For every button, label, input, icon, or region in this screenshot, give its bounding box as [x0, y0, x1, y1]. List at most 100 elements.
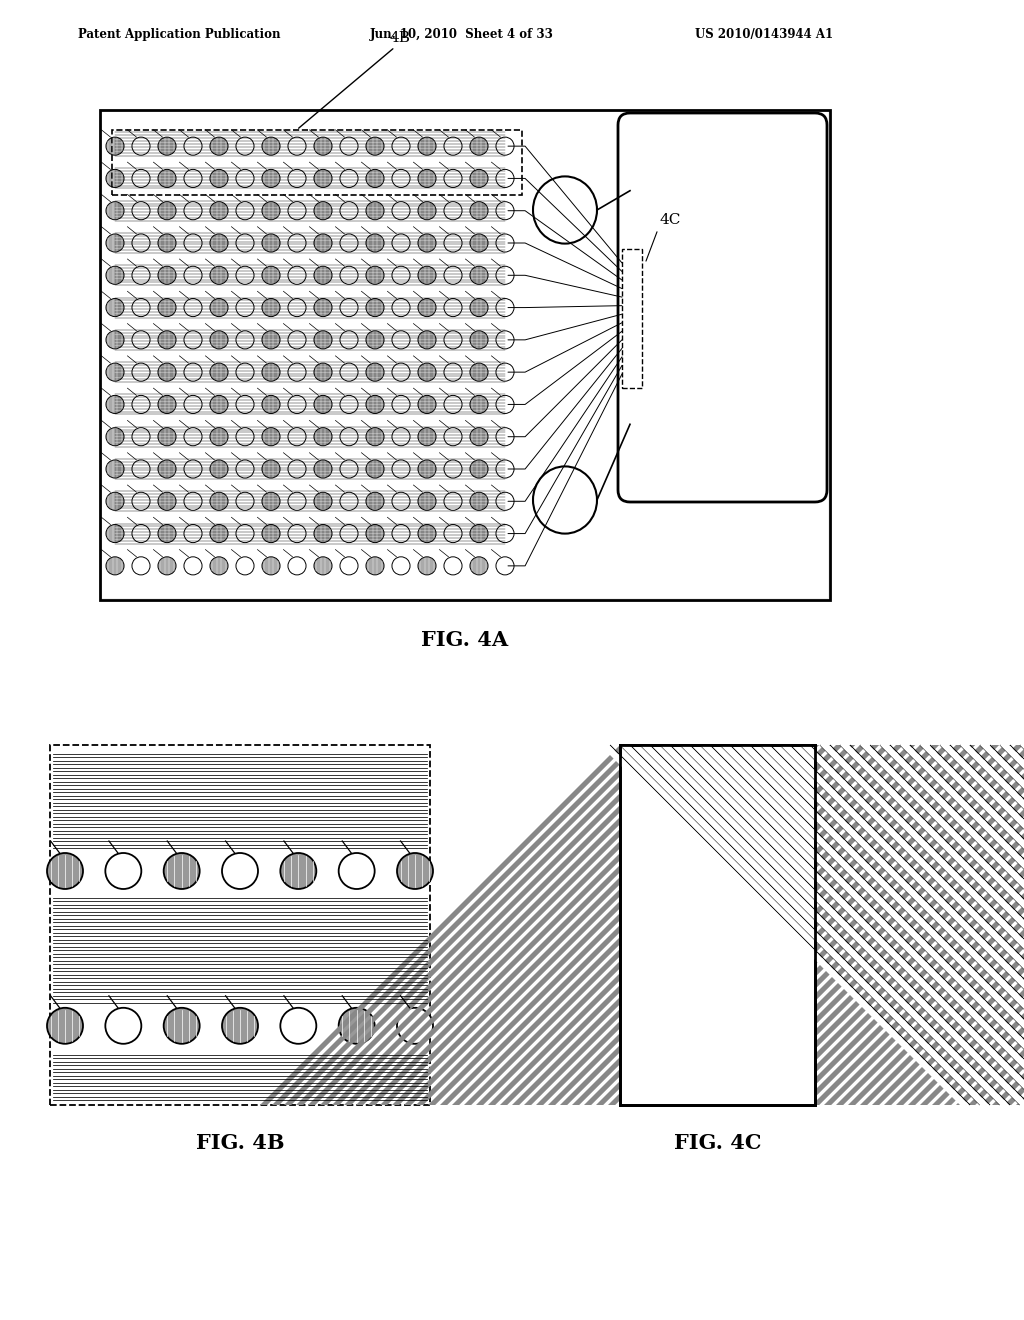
Polygon shape — [700, 744, 1024, 1105]
Circle shape — [47, 853, 83, 888]
Circle shape — [496, 267, 514, 284]
Polygon shape — [620, 744, 989, 1105]
Polygon shape — [800, 744, 1024, 1105]
Polygon shape — [416, 744, 783, 1105]
Circle shape — [496, 234, 514, 252]
Circle shape — [132, 137, 151, 156]
Polygon shape — [319, 744, 687, 1105]
Circle shape — [366, 298, 384, 317]
Polygon shape — [500, 744, 867, 1105]
Circle shape — [392, 298, 410, 317]
Circle shape — [496, 557, 514, 576]
Circle shape — [392, 331, 410, 348]
Circle shape — [418, 169, 436, 187]
Circle shape — [418, 267, 436, 284]
Polygon shape — [380, 744, 748, 1105]
Polygon shape — [536, 744, 903, 1105]
Polygon shape — [668, 744, 1024, 1105]
Circle shape — [418, 557, 436, 576]
Circle shape — [496, 524, 514, 543]
Polygon shape — [980, 744, 1024, 1105]
Circle shape — [236, 363, 254, 381]
Circle shape — [262, 363, 280, 381]
Circle shape — [392, 169, 410, 187]
Bar — [50, 744, 430, 1105]
Bar — [100, 110, 830, 601]
Circle shape — [444, 557, 462, 576]
Circle shape — [288, 169, 306, 187]
Polygon shape — [296, 744, 664, 1105]
Polygon shape — [1004, 744, 1024, 1105]
Circle shape — [314, 298, 332, 317]
Polygon shape — [656, 744, 1023, 1105]
Circle shape — [397, 853, 433, 888]
Circle shape — [281, 1007, 316, 1044]
Polygon shape — [548, 744, 915, 1105]
Polygon shape — [961, 744, 1024, 1105]
Circle shape — [184, 428, 202, 446]
Circle shape — [210, 396, 228, 413]
Polygon shape — [728, 744, 1024, 1105]
Circle shape — [132, 298, 151, 317]
Polygon shape — [896, 744, 1024, 1105]
Circle shape — [158, 298, 176, 317]
Circle shape — [105, 459, 124, 478]
Circle shape — [132, 267, 151, 284]
Polygon shape — [800, 744, 1024, 1105]
Polygon shape — [840, 744, 1024, 1105]
Circle shape — [392, 492, 410, 511]
Polygon shape — [788, 744, 1024, 1105]
Circle shape — [262, 524, 280, 543]
Circle shape — [340, 492, 358, 511]
Circle shape — [418, 298, 436, 317]
Bar — [112, 129, 522, 194]
Circle shape — [470, 396, 488, 413]
Polygon shape — [872, 744, 1024, 1105]
Polygon shape — [740, 744, 1024, 1105]
Circle shape — [184, 524, 202, 543]
Circle shape — [210, 267, 228, 284]
Circle shape — [158, 459, 176, 478]
Polygon shape — [644, 744, 1012, 1105]
Circle shape — [158, 492, 176, 511]
Circle shape — [132, 459, 151, 478]
Circle shape — [366, 428, 384, 446]
Polygon shape — [308, 744, 675, 1105]
Circle shape — [132, 169, 151, 187]
Polygon shape — [780, 744, 1024, 1105]
Polygon shape — [764, 744, 1024, 1105]
Circle shape — [340, 524, 358, 543]
Polygon shape — [440, 744, 807, 1105]
Polygon shape — [404, 744, 771, 1105]
Circle shape — [236, 298, 254, 317]
Polygon shape — [332, 744, 699, 1105]
Bar — [102, 112, 828, 598]
Circle shape — [236, 459, 254, 478]
Circle shape — [262, 267, 280, 284]
Circle shape — [105, 137, 124, 156]
Circle shape — [496, 492, 514, 511]
Circle shape — [444, 459, 462, 478]
Circle shape — [164, 1007, 200, 1044]
Polygon shape — [980, 744, 1024, 1105]
Circle shape — [314, 267, 332, 284]
Circle shape — [158, 331, 176, 348]
Text: US 2010/0143944 A1: US 2010/0143944 A1 — [695, 28, 834, 41]
Circle shape — [418, 396, 436, 413]
Circle shape — [314, 331, 332, 348]
Circle shape — [132, 363, 151, 381]
Circle shape — [184, 169, 202, 187]
Circle shape — [366, 169, 384, 187]
Circle shape — [496, 428, 514, 446]
Circle shape — [47, 1007, 83, 1044]
Circle shape — [184, 202, 202, 219]
Circle shape — [210, 298, 228, 317]
Circle shape — [288, 331, 306, 348]
Circle shape — [236, 524, 254, 543]
Circle shape — [288, 267, 306, 284]
Circle shape — [444, 524, 462, 543]
Circle shape — [444, 492, 462, 511]
Polygon shape — [940, 744, 1024, 1105]
Circle shape — [314, 363, 332, 381]
Polygon shape — [740, 744, 1024, 1105]
